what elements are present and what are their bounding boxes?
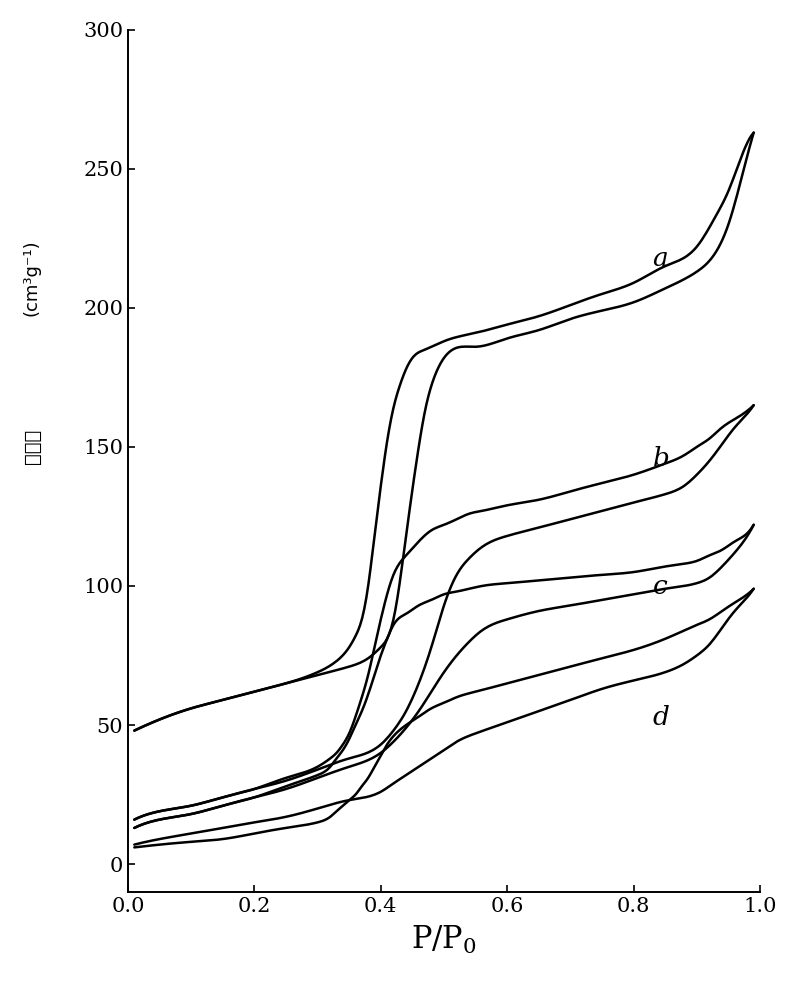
Text: b: b (653, 446, 670, 472)
Text: 吸附量: 吸附量 (22, 428, 42, 464)
X-axis label: P/P$_\mathregular{0}$: P/P$_\mathregular{0}$ (411, 924, 477, 956)
Text: a: a (653, 246, 668, 272)
Text: (cm³g⁻¹): (cm³g⁻¹) (23, 239, 41, 316)
Text: d: d (653, 705, 670, 730)
Text: c: c (653, 575, 667, 600)
